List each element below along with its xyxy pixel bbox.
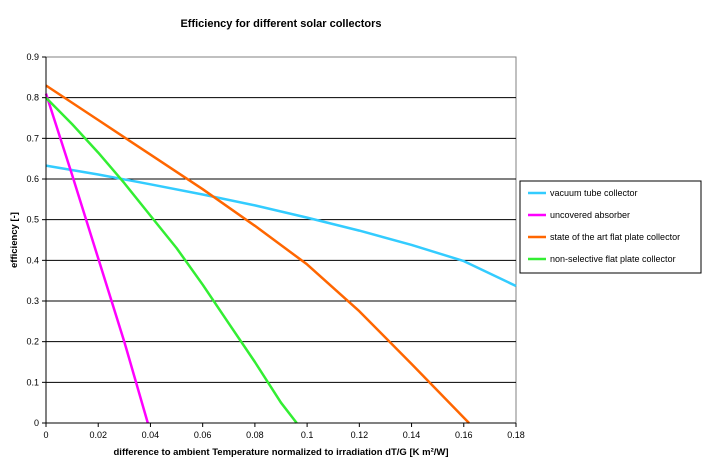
y-tick-label: 0.3 <box>26 296 39 306</box>
plot-area: 0 0.1 0.2 0.3 0.4 0.5 0.6 0.7 0.8 0.9 0 0.02 0.04 0.… <box>26 52 524 440</box>
legend-box <box>519 180 702 274</box>
legend-label-0: vacuum tube collector <box>550 188 638 198</box>
x-tick-label: 0.06 <box>194 430 212 440</box>
y-tick-label: 0.2 <box>26 337 39 347</box>
y-tick-label: 0.9 <box>26 52 39 62</box>
x-tick-label: 0.02 <box>89 430 107 440</box>
x-tick-label: 0.18 <box>507 430 525 440</box>
x-tick-label: 0.04 <box>142 430 160 440</box>
y-tick-label: 0.6 <box>26 174 39 184</box>
y-tick-label: 0.4 <box>26 255 39 265</box>
y-tick-label: 0.5 <box>26 215 39 225</box>
legend-label-2: state of the art flat plate collector <box>550 232 680 242</box>
series-line-3 <box>45 96 298 424</box>
x-axis: 0 0.02 0.04 0.06 0.08 0.1 0.12 0.14 0.16 0.18 <box>43 422 525 440</box>
y-tick-label: 0 <box>34 418 39 428</box>
x-axis-label: difference to ambient Temperature normal… <box>114 447 449 458</box>
x-tick-label: 0 <box>43 430 48 440</box>
chart-title: Efficiency for different solar collector… <box>180 18 381 30</box>
y-tick-label: 0.1 <box>26 377 39 387</box>
series-line-2 <box>45 84 470 424</box>
series-line-0 <box>45 164 517 288</box>
legend-label-3: non-selective flat plate collector <box>550 254 676 264</box>
series-line-1 <box>44 93 150 424</box>
legend-label-1: uncovered absorber <box>550 210 630 220</box>
x-tick-label: 0.08 <box>246 430 264 440</box>
x-tick-label: 0.1 <box>301 430 314 440</box>
plot-frame <box>45 56 517 424</box>
x-tick-label: 0.14 <box>403 430 421 440</box>
x-tick-label: 0.16 <box>455 430 473 440</box>
y-axis: 0 0.1 0.2 0.3 0.4 0.5 0.6 0.7 0.8 0.9 <box>26 52 47 428</box>
series-lines <box>44 84 517 424</box>
y-tick-label: 0.7 <box>26 133 39 143</box>
y-axis-label: efficiency [-] <box>9 212 20 268</box>
x-tick-label: 0.12 <box>351 430 369 440</box>
legend: vacuum tube collector uncovered absorber s… <box>519 180 702 274</box>
y-tick-label: 0.8 <box>26 93 39 103</box>
